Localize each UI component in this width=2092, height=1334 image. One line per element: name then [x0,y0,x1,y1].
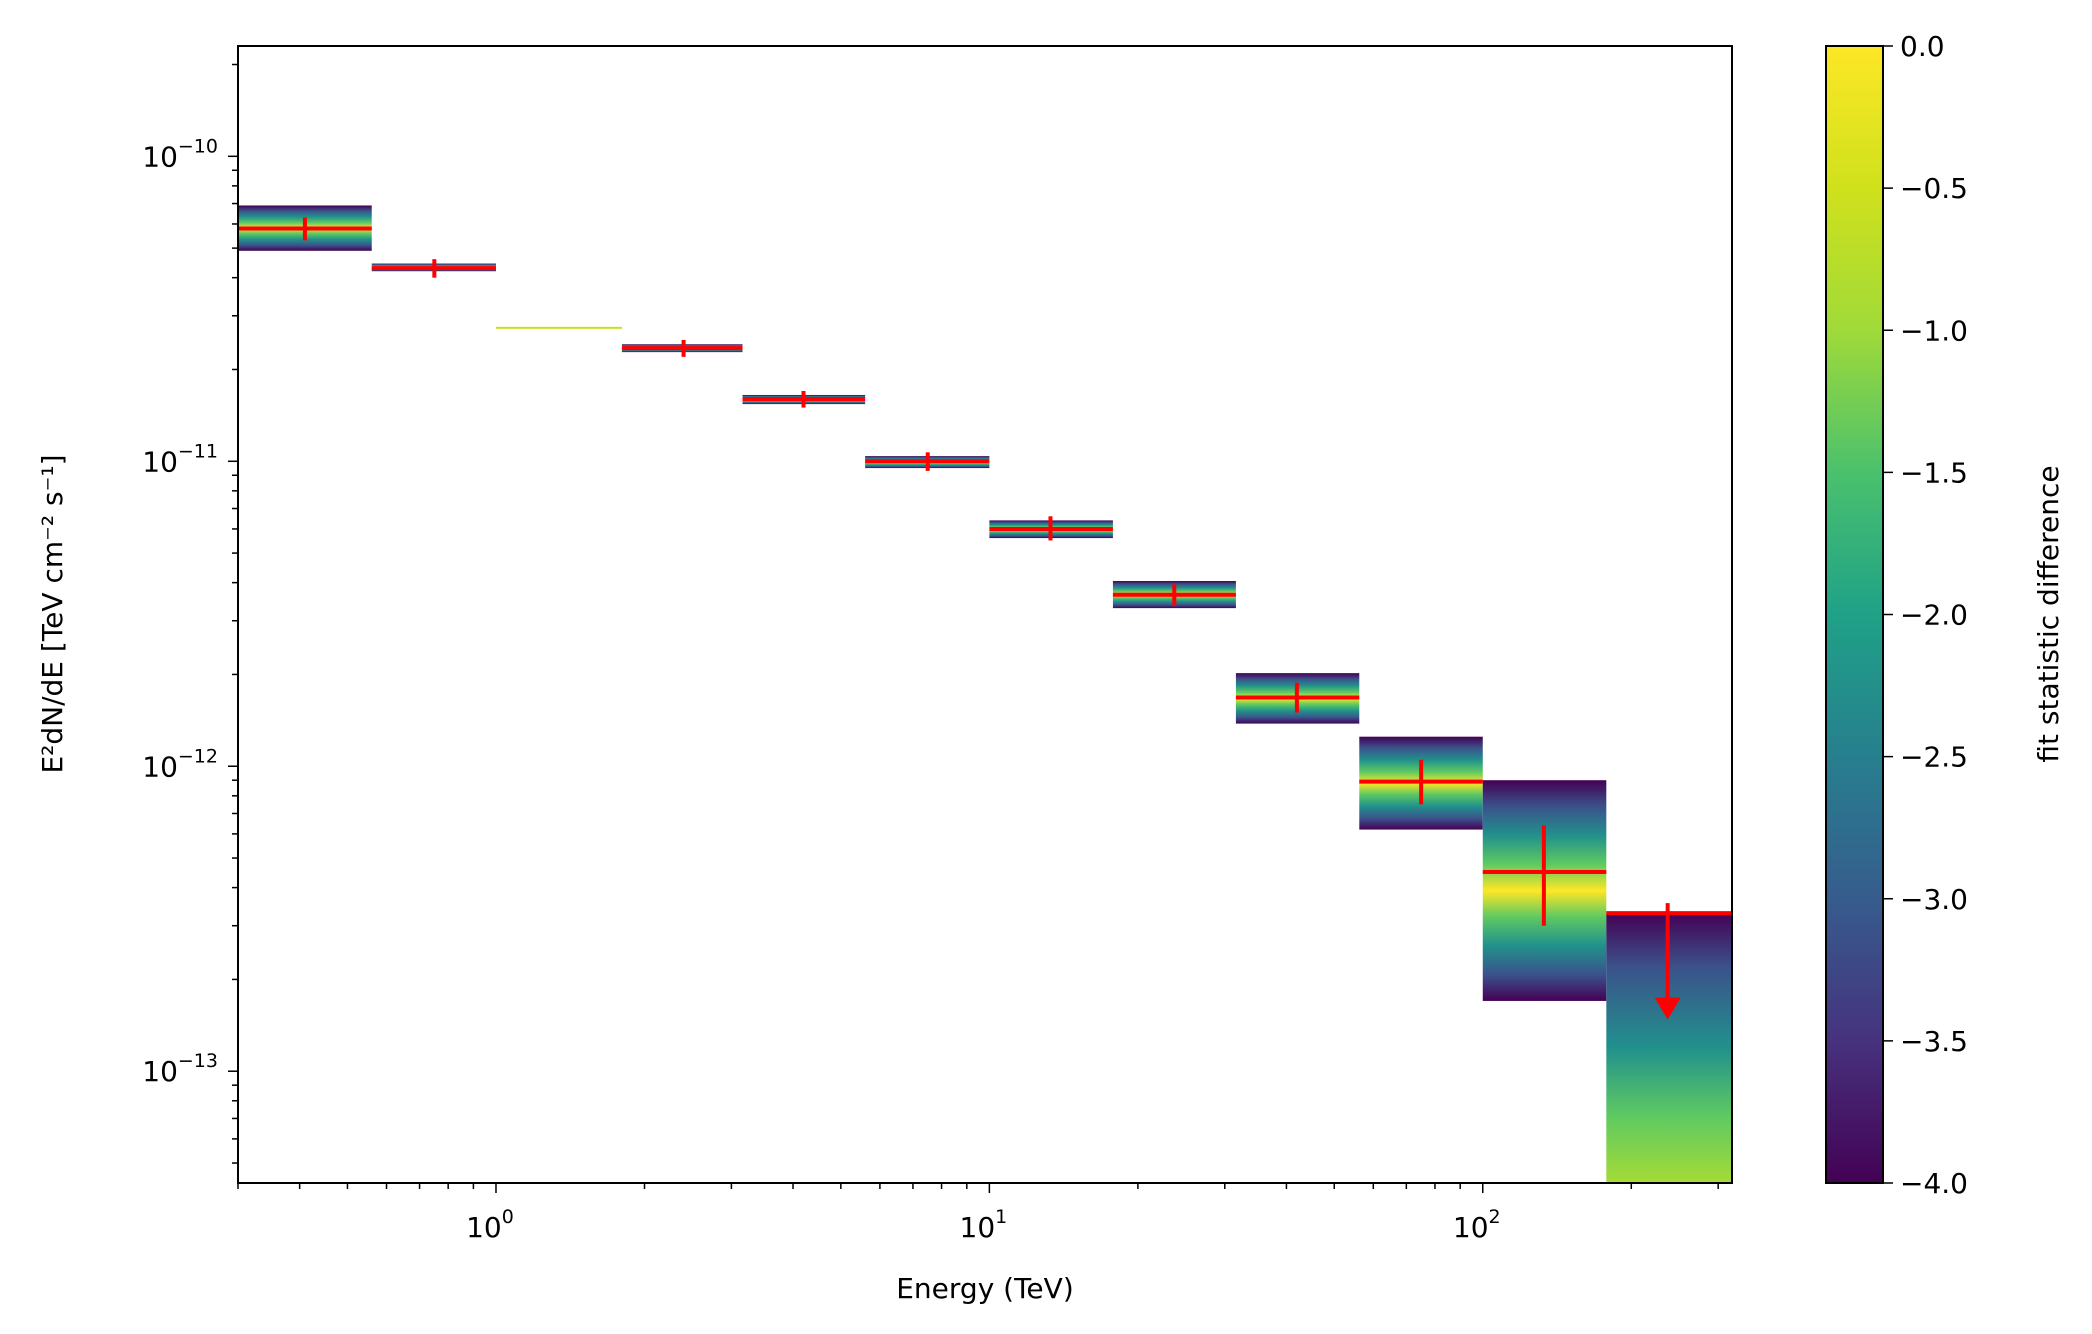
x-axis-ticks: 100 101 102 [237,1183,1719,1244]
colorbar-tick-label: −1.5 [1900,456,1968,489]
profile-boxes [238,205,1732,1183]
colorbar-fill [1825,45,1884,1184]
colorbar-tick-label: −2.5 [1900,741,1968,774]
x-axis-label: Energy (TeV) [896,1272,1074,1305]
colorbar-tick-label: 0.0 [1900,30,1945,63]
profile-box [495,326,622,329]
colorbar-tick-label: −0.5 [1900,172,1968,205]
colorbar-tick-label: −4.0 [1900,1167,1968,1200]
y-tick-label: 10−12 [142,745,218,783]
x-tick-label: 102 [1453,1206,1501,1244]
x-tick-label: 101 [960,1206,1008,1244]
y-tick-label: 10−13 [142,1050,218,1088]
y-tick-label: 10−10 [142,135,218,173]
colorbar-label: fit statistic difference [2032,465,2065,762]
colorbar-ticks: 0.0 −0.5 −1.0 −1.5 −2.0 −2.5 −3.0 −3.5 −4.0 [1883,30,1968,1200]
x-tick-label: 100 [466,1206,514,1244]
colorbar: 0.0 −0.5 −1.0 −1.5 −2.0 −2.5 −3.0 −3.5 −4.0 fit … [1825,30,2065,1200]
flux-points [238,217,1732,1020]
y-tick-label: 10−11 [142,440,218,478]
colorbar-tick-label: −1.0 [1900,314,1968,347]
colorbar-tick-label: −2.0 [1900,599,1968,632]
plot-frame [237,45,1733,1184]
upper-limit-arrow [1654,997,1681,1020]
colorbar-tick-label: −3.5 [1900,1025,1968,1058]
colorbar-tick-label: −3.0 [1900,883,1968,916]
y-axis-ticks: 10−10 10−11 10−12 10−13 [142,63,238,1164]
y-axis-label: E²dN/dE [TeV cm⁻² s⁻¹] [36,454,69,773]
